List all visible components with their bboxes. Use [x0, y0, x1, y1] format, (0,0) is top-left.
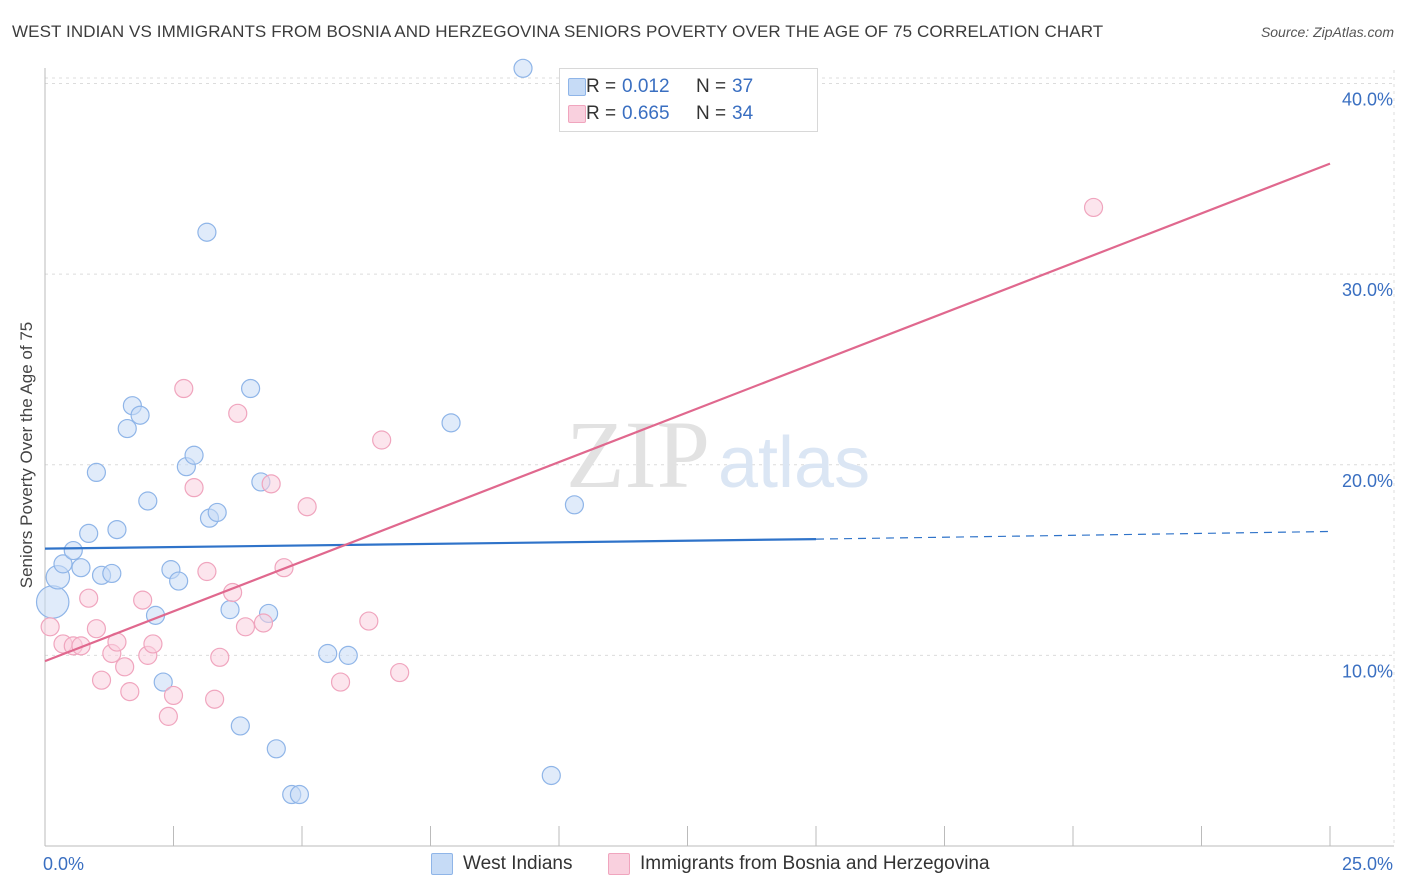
west-indians-point: [138, 491, 158, 511]
bosnia-point: [158, 706, 178, 726]
west-indians-trend-extension: [815, 530, 1331, 540]
legend-swatch-blue: [568, 78, 586, 96]
legend-row-bosnia: R = 0.665 N = 34: [568, 102, 754, 126]
west-indians-point: [266, 739, 286, 759]
bosnia-point: [210, 647, 230, 667]
west-indians-point: [79, 523, 99, 544]
legend-r-value: 0.012: [622, 76, 670, 97]
west-indians-trend-line: [44, 538, 817, 550]
legend-r-label: R =: [586, 76, 617, 97]
y-tick-label: 40.0%: [1342, 90, 1393, 110]
west-indians-point: [541, 765, 561, 786]
series-name-bosnia: Immigrants from Bosnia and Herzegovina: [640, 853, 990, 874]
west-indians-point: [338, 645, 358, 665]
legend-row-west-indians: R = 0.012 N = 37: [568, 75, 754, 99]
bosnia-point: [372, 430, 392, 450]
west-indians-point: [513, 58, 533, 78]
west-indians-point: [207, 502, 227, 523]
chart-source: Source: ZipAtlas.com: [1260, 24, 1394, 40]
west-indians-point: [184, 445, 204, 465]
series-legend-bosnia: Immigrants from Bosnia and Herzegovina: [608, 852, 990, 876]
bosnia-point: [261, 474, 281, 494]
series-swatch-blue: [431, 853, 453, 875]
bosnia-point: [115, 657, 135, 677]
bosnia-point: [133, 590, 153, 610]
west-indians-point: [169, 571, 189, 591]
west-indians-point: [63, 540, 83, 561]
bosnia-point: [297, 497, 317, 517]
bosnia-point: [40, 617, 60, 637]
tick-labels: 10.0% 20.0% 30.0% 40.0% 0.0% 25.0%: [43, 90, 1393, 874]
data-points: [35, 58, 1104, 805]
bosnia-point: [163, 685, 184, 706]
west-indians-point: [117, 418, 137, 439]
legend-swatch-pink: [568, 105, 586, 123]
west-indians-point: [130, 405, 150, 425]
watermark-atlas: atlas: [718, 423, 870, 503]
west-indians-point: [153, 672, 173, 692]
west-indians-point: [197, 222, 217, 242]
legend-n-value: 37: [732, 76, 754, 97]
west-indians-point: [107, 519, 127, 540]
west-indians-point: [318, 643, 338, 664]
bosnia-point: [86, 619, 107, 639]
bosnia-point: [235, 617, 256, 637]
west-indians-point: [35, 585, 70, 619]
west-indians-point: [53, 554, 73, 574]
legend-r-value: 0.665: [622, 103, 670, 124]
legend-r-label: R =: [586, 103, 617, 124]
y-tick-label: 30.0%: [1342, 280, 1393, 300]
chart-title: WEST INDIAN VS IMMIGRANTS FROM BOSNIA AN…: [12, 22, 1104, 41]
bosnia-point: [1083, 197, 1104, 218]
bosnia-point: [120, 682, 140, 702]
bosnia-point: [197, 561, 217, 582]
axes: [44, 68, 1394, 847]
y-tick-label: 20.0%: [1342, 471, 1393, 491]
y-tick-label: 10.0%: [1342, 661, 1393, 681]
x-tick-label-start: 0.0%: [43, 854, 84, 874]
west-indians-point: [564, 495, 585, 515]
west-indians-point: [86, 462, 107, 483]
bosnia-point: [205, 689, 225, 709]
west-indians-point: [220, 600, 240, 620]
bosnia-point: [184, 478, 204, 498]
bosnia-point: [91, 670, 112, 690]
x-tick-label-end: 25.0%: [1342, 854, 1393, 874]
west-indians-point: [241, 378, 261, 399]
west-indians-point: [289, 784, 310, 805]
bosnia-point: [79, 588, 99, 608]
legend-n-value: 34: [732, 103, 754, 124]
west-indians-point: [71, 558, 91, 578]
bosnia-point: [174, 378, 194, 399]
bosnia-trend-line: [44, 162, 1331, 663]
legend-n-label: N =: [696, 103, 727, 124]
series-swatch-pink: [608, 853, 630, 875]
bosnia-point: [253, 613, 274, 633]
watermark-zip: ZIP: [566, 401, 710, 508]
bosnia-point: [330, 672, 351, 692]
west-indians-point: [102, 563, 122, 584]
legend-n-label: N =: [696, 76, 727, 97]
west-indians-point: [230, 716, 250, 736]
bosnia-point: [143, 634, 163, 654]
trend-lines: [44, 162, 1331, 663]
west-indians-point: [441, 413, 461, 433]
bosnia-point: [359, 611, 379, 631]
correlation-legend: R = 0.012 N = 37 R = 0.665 N = 34: [559, 68, 818, 132]
series-legend-west-indians: West Indians: [431, 852, 572, 876]
series-name-west-indians: West Indians: [463, 853, 573, 874]
bosnia-point: [390, 662, 410, 683]
bosnia-point: [71, 636, 91, 656]
bosnia-point: [228, 403, 248, 423]
